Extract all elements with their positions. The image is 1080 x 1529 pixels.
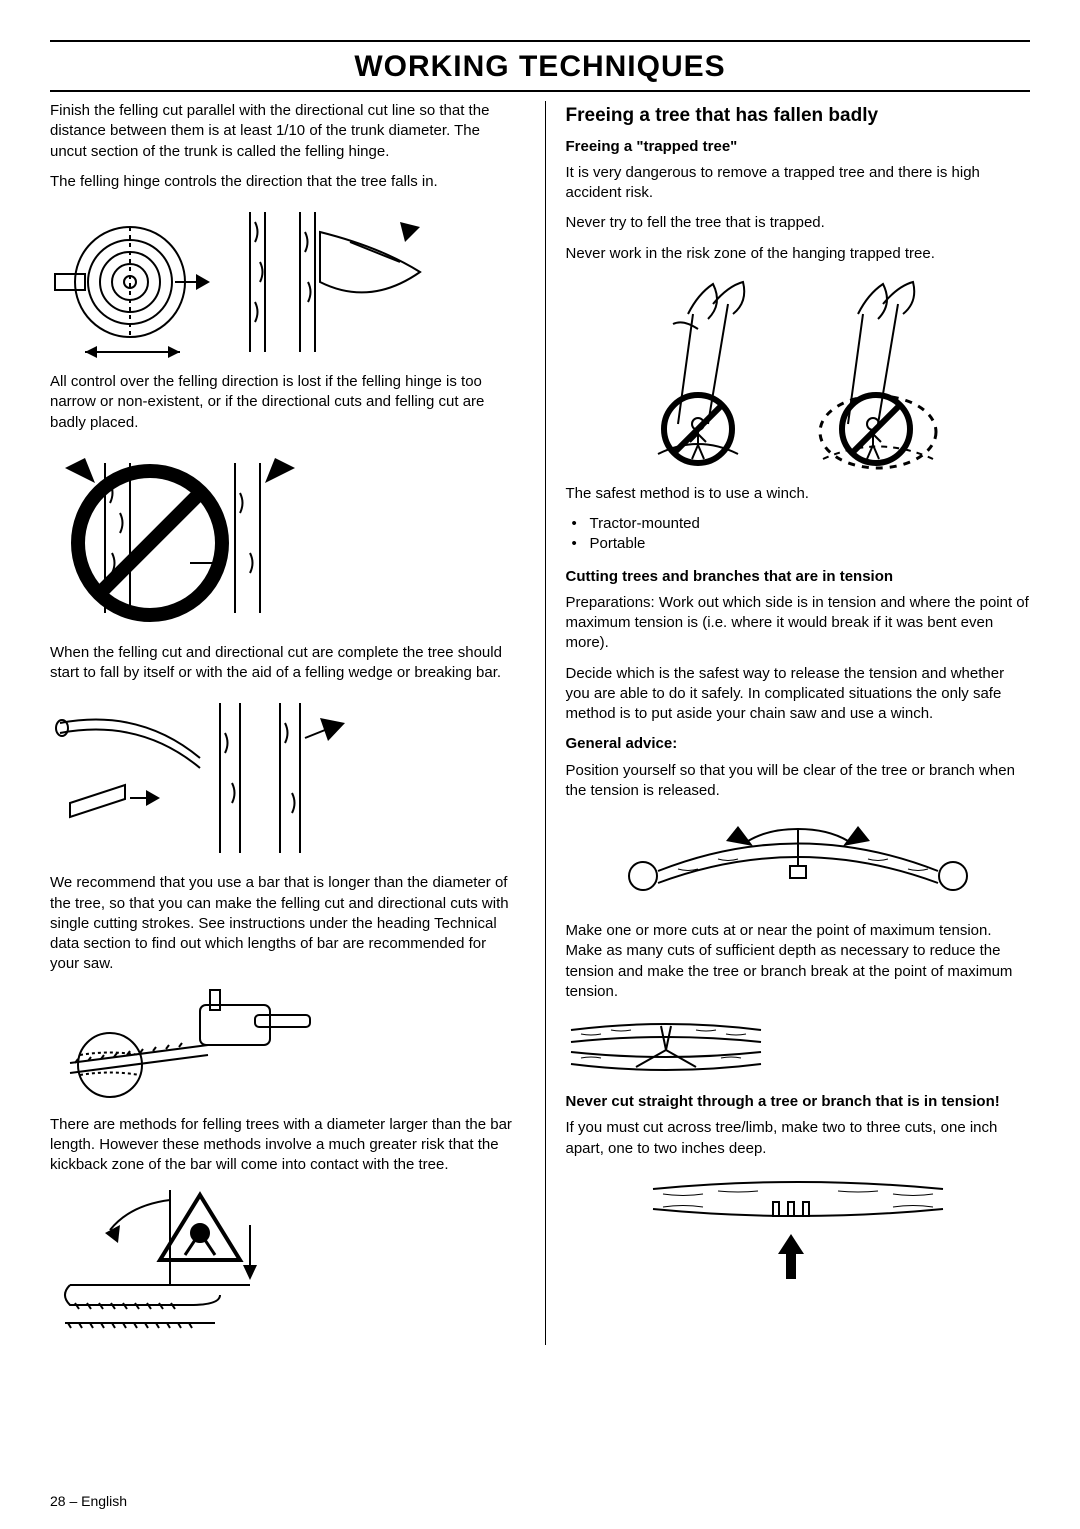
list-item: Portable [590,534,1031,554]
left-para-3: All control over the felling direction i… [50,372,515,433]
winch-bullet-list: Tractor-mounted Portable [566,514,1031,555]
right-para-9: If you must cut across tree/limb, make t… [566,1118,1031,1159]
right-para-1: It is very dangerous to remove a trapped… [566,163,1031,204]
right-heading: Freeing a tree that has fallen badly [566,103,1031,129]
left-para-4: When the felling cut and directional cut… [50,643,515,684]
figure-hinge-direction [50,202,515,362]
left-column: Finish the felling cut parallel with the… [50,101,515,1345]
top-rule [50,40,1030,42]
right-para-7: Position yourself so that you will be cl… [566,761,1031,802]
figure-tension-cuts [566,1012,1031,1082]
right-para-5: Preparations: Work out which side is in … [566,593,1031,654]
hinge-direction-icon [50,202,430,362]
figure-bar-length [50,985,515,1105]
left-para-2: The felling hinge controls the direction… [50,172,515,192]
subhead-never-cut-through: Never cut straight through a tree or bra… [566,1092,1031,1112]
right-para-6: Decide which is the safest way to releas… [566,664,1031,725]
tension-cuts-icon [566,1012,766,1082]
kickback-warning-icon [50,1185,280,1335]
subhead-general-advice: General advice: [566,734,1031,754]
figure-kickback-risk [50,1185,515,1335]
left-para-6: There are methods for felling trees with… [50,1115,515,1176]
figure-tension-position [566,811,1031,911]
bar-length-icon [50,985,330,1105]
figure-wedge-bar [50,693,515,863]
trapped-tree-icon [638,274,958,474]
list-item: Tractor-mounted [590,514,1031,534]
right-para-8: Make one or more cuts at or near the poi… [566,921,1031,1002]
right-para-4: The safest method is to use a winch. [566,484,1031,504]
figure-spaced-cuts [566,1169,1031,1289]
right-para-2: Never try to fell the tree that is trapp… [566,213,1031,233]
left-para-5: We recommend that you use a bar that is … [50,873,515,974]
subhead-trapped-tree: Freeing a "trapped tree" [566,137,1031,157]
wedge-bar-icon [50,693,350,863]
page-footer: 28 – English [50,1493,127,1509]
spaced-cuts-icon [648,1169,948,1289]
figure-prohibition [50,443,515,633]
bottom-rule [50,90,1030,92]
tension-position-icon [618,811,978,911]
figure-trapped-tree [566,274,1031,474]
two-column-layout: Finish the felling cut parallel with the… [50,100,1030,1345]
page-title: WORKING TECHNIQUES [50,50,1030,84]
right-para-3: Never work in the risk zone of the hangi… [566,244,1031,264]
manual-page: WORKING TECHNIQUES Finish the felling cu… [0,0,1080,1529]
prohibition-icon [50,443,310,633]
subhead-tension-cutting: Cutting trees and branches that are in t… [566,567,1031,587]
left-para-1: Finish the felling cut parallel with the… [50,101,515,162]
right-column: Freeing a tree that has fallen badly Fre… [545,101,1031,1345]
